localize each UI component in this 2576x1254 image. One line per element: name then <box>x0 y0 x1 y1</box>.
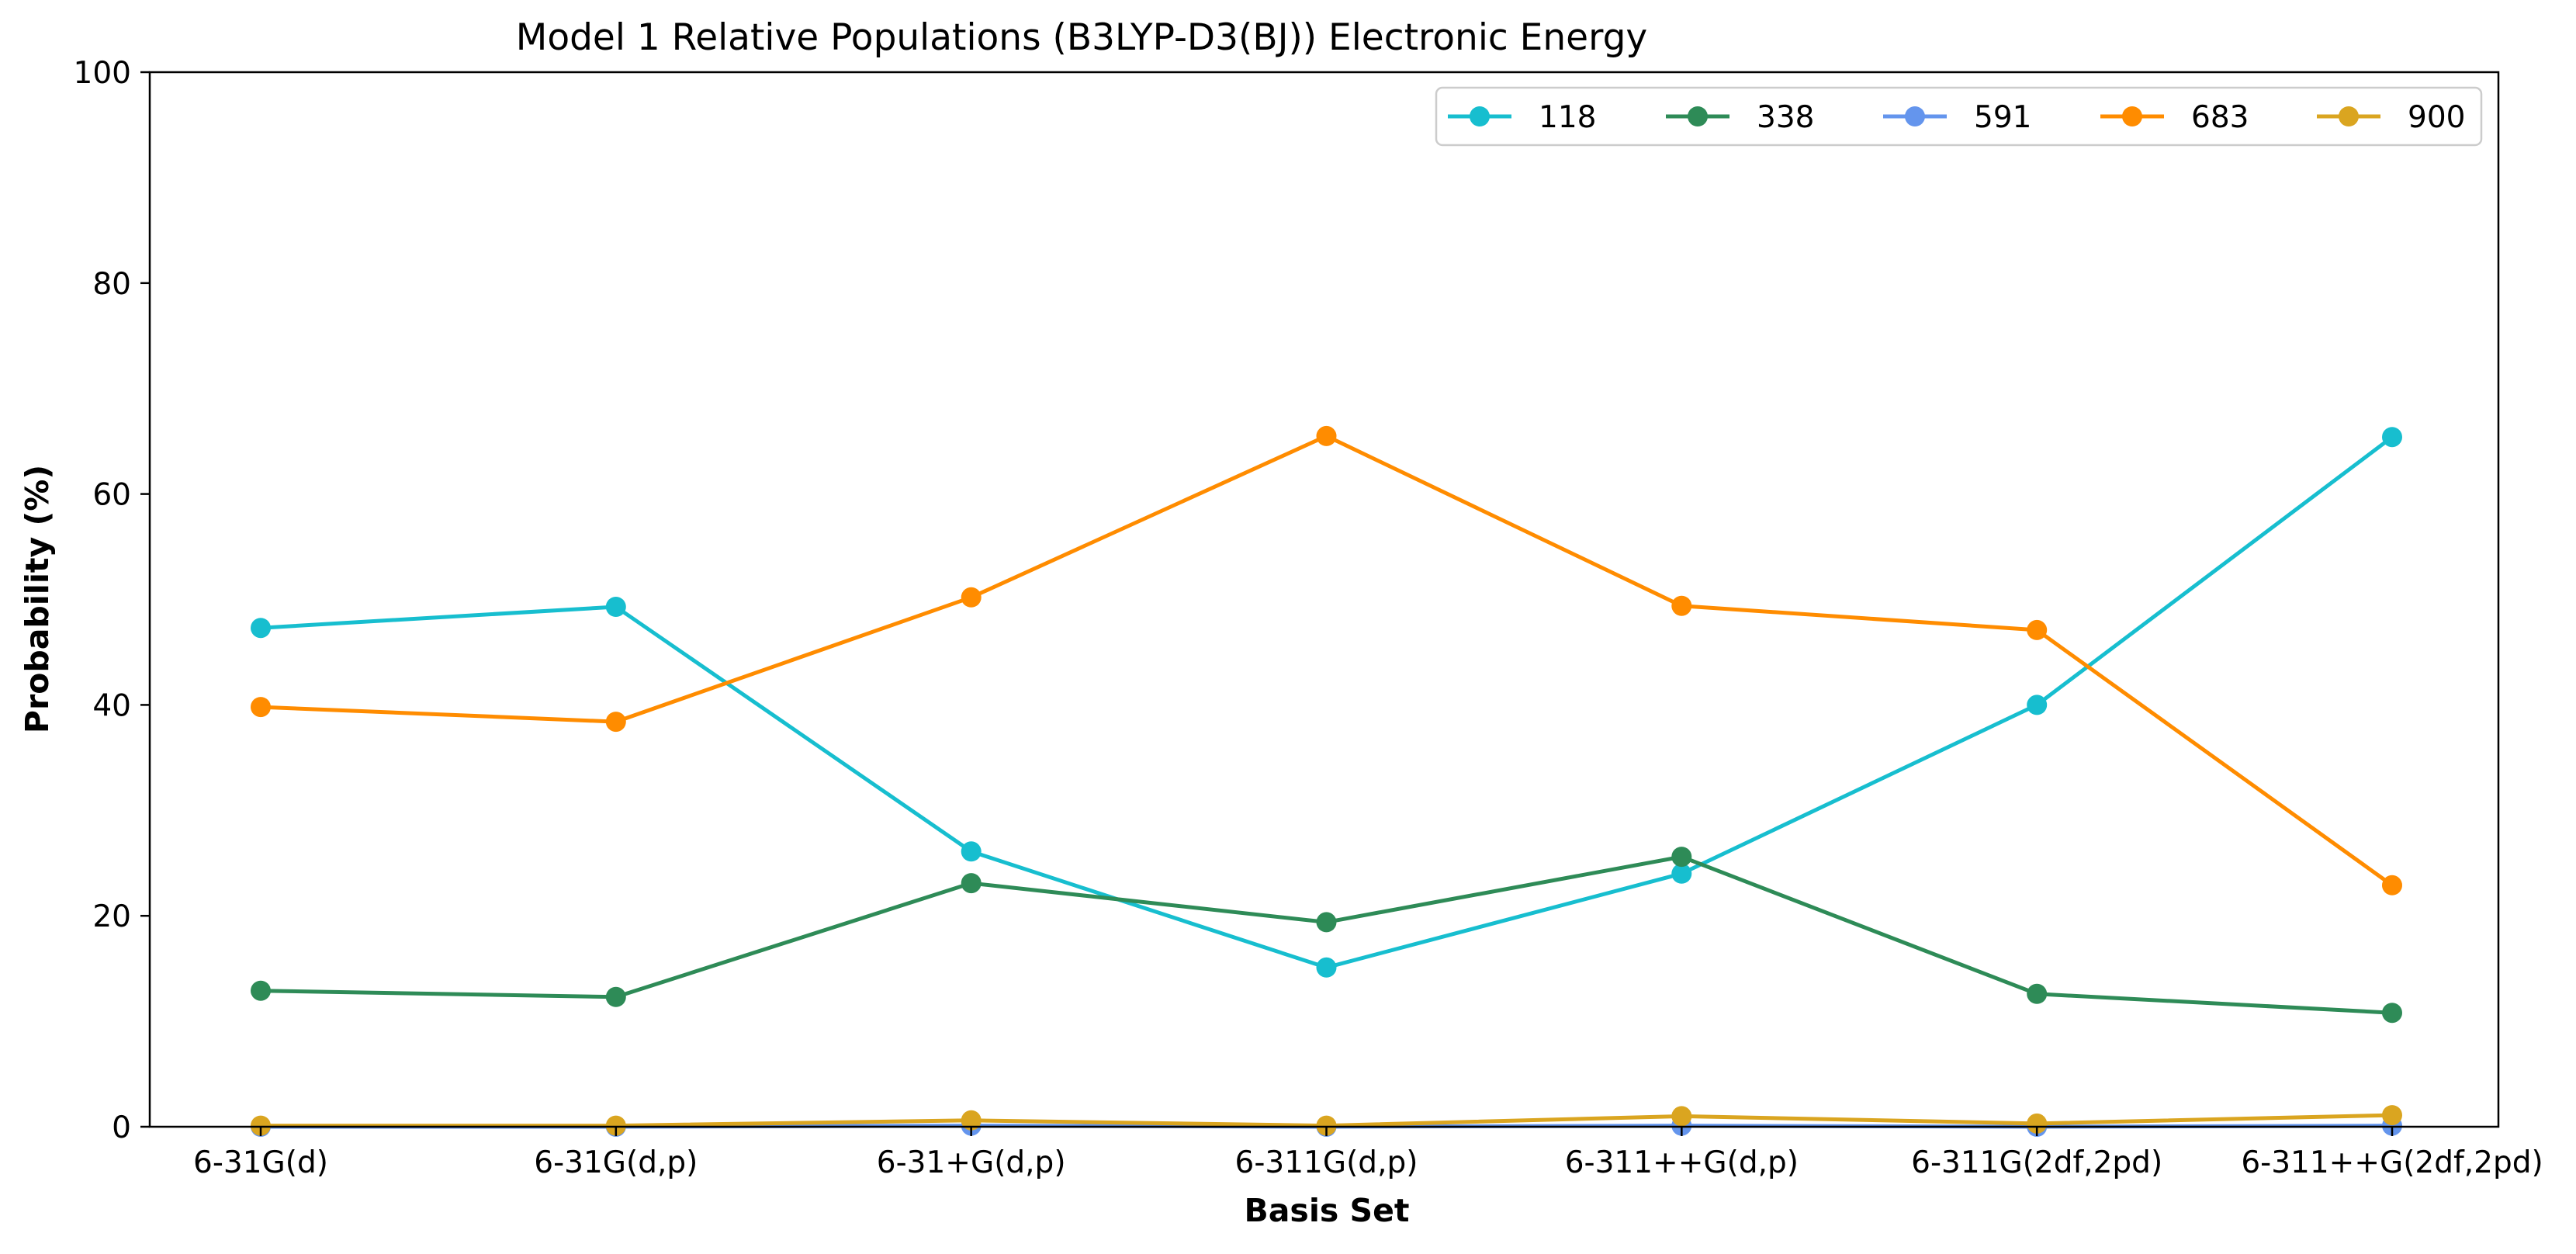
x-tick-label-5: 6-311++G(d,p) <box>1565 1145 1799 1180</box>
data-point-118-1 <box>251 618 271 639</box>
data-point-338-6 <box>2027 983 2048 1004</box>
data-point-118-3 <box>961 841 982 862</box>
x-axis-label: Basis Set <box>1245 1192 1410 1229</box>
legend-item-683: 683 <box>2100 100 2249 135</box>
series-683 <box>251 425 2402 895</box>
y-tick-label-80: 80 <box>92 267 131 302</box>
data-point-900-5 <box>1671 1106 1692 1127</box>
data-point-900-4 <box>1316 1115 1337 1136</box>
data-point-338-1 <box>251 980 271 1001</box>
legend-item-591: 591 <box>1883 100 2031 135</box>
legend-marker-118 <box>1470 106 1490 126</box>
data-point-900-1 <box>251 1115 271 1136</box>
legend-label-338: 338 <box>1757 100 1814 135</box>
data-point-338-5 <box>1671 847 1692 868</box>
data-point-683-7 <box>2382 875 2402 895</box>
y-tick-label-40: 40 <box>92 688 131 723</box>
chart-title: Model 1 Relative Populations (B3LYP-D3(B… <box>516 16 1647 59</box>
x-tick-label-4: 6-311G(d,p) <box>1235 1145 1418 1180</box>
legend-item-338: 338 <box>1666 100 1814 135</box>
data-point-118-6 <box>2027 695 2048 715</box>
legend-marker-338 <box>1688 106 1708 126</box>
data-point-683-5 <box>1671 595 1692 616</box>
legend-label-683: 683 <box>2191 100 2249 135</box>
data-point-683-6 <box>2027 619 2048 640</box>
legend-marker-683 <box>2122 106 2142 126</box>
x-tick-label-6: 6-311G(2df,2pd) <box>1911 1145 2162 1180</box>
data-point-338-2 <box>605 986 626 1007</box>
y-tick-label-100: 100 <box>74 56 131 91</box>
data-point-338-4 <box>1316 912 1337 933</box>
y-tick-label-60: 60 <box>92 478 131 513</box>
plot-area: 0 20 40 60 80 100 6-31G(d) 6-31G(d,p) 6-31+G(d,p… <box>74 56 2543 1180</box>
legend-label-591: 591 <box>1974 100 2031 135</box>
legend-box <box>1435 86 2483 147</box>
series-338 <box>251 847 2402 1024</box>
data-point-118-5 <box>1671 863 1692 884</box>
x-tick-label-7: 6-311++G(2df,2pd) <box>2241 1145 2543 1180</box>
data-point-683-4 <box>1316 425 1337 446</box>
data-point-338-3 <box>961 873 982 894</box>
data-point-900-3 <box>961 1110 982 1131</box>
data-point-900-7 <box>2382 1105 2402 1126</box>
legend-marker-900 <box>2339 106 2359 126</box>
legend: 118 338 591 683 900 <box>1435 86 2483 147</box>
data-point-900-2 <box>605 1115 626 1136</box>
legend-label-118: 118 <box>1539 100 1596 135</box>
data-point-338-7 <box>2382 1003 2402 1024</box>
x-tick-label-2: 6-31G(d,p) <box>534 1145 698 1180</box>
y-axis-label: Probability (%) <box>19 465 56 733</box>
series-900 <box>251 1105 2402 1136</box>
data-point-118-4 <box>1316 957 1337 978</box>
plot-frame <box>148 71 2500 1128</box>
data-point-683-1 <box>251 697 271 718</box>
data-point-118-2 <box>605 597 626 617</box>
data-point-118-7 <box>2382 427 2402 448</box>
x-tick-label-1: 6-31G(d) <box>193 1145 328 1180</box>
y-tick-label-20: 20 <box>92 899 131 934</box>
legend-item-118: 118 <box>1448 100 1596 135</box>
data-point-683-2 <box>605 712 626 733</box>
data-point-900-6 <box>2027 1113 2048 1134</box>
y-tick-label-0: 0 <box>112 1110 131 1145</box>
data-point-683-3 <box>961 587 982 608</box>
x-tick-label-3: 6-31+G(d,p) <box>877 1145 1066 1180</box>
series-118 <box>251 427 2402 978</box>
legend-item-900: 900 <box>2317 100 2465 135</box>
legend-label-900: 900 <box>2408 100 2465 135</box>
legend-marker-591 <box>1905 106 1925 126</box>
